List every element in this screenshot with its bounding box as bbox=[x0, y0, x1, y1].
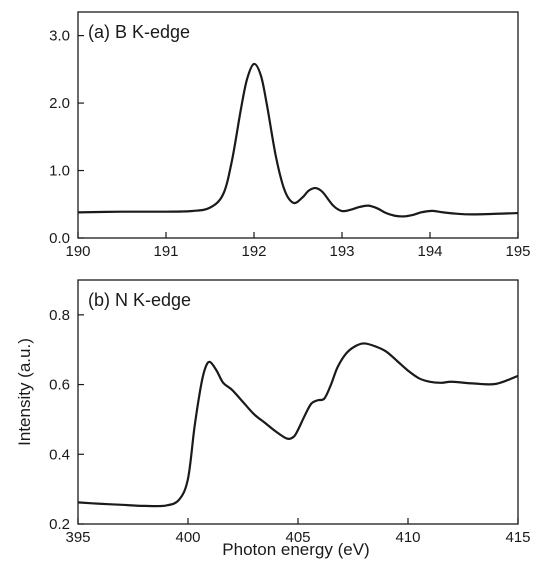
panel-b-y-tick-label: 0.8 bbox=[49, 307, 70, 324]
panel-b-y-tick-label: 0.2 bbox=[49, 516, 70, 533]
panel-a-x-tick-label: 191 bbox=[153, 243, 178, 260]
panel-b-x-tick-label: 405 bbox=[285, 529, 310, 546]
panel-a-series-line bbox=[77, 62, 519, 218]
panel-a-frame bbox=[77, 11, 519, 239]
panel-n-k-edge: 395 400 405 410 415 0.2 0.4 0.6 0.8 (b) N K-edge bbox=[49, 279, 531, 546]
panel-a-y-tick-label: 0.0 bbox=[49, 230, 70, 247]
panel-b-series-line bbox=[77, 342, 519, 508]
panel-a-x-tick-label: 193 bbox=[329, 243, 354, 260]
panel-b-y-tick-label: 0.6 bbox=[49, 377, 70, 394]
panel-a-y-tick-label: 3.0 bbox=[49, 28, 70, 45]
x-axis-label: Photon energy (eV) bbox=[222, 540, 369, 559]
panel-a-title: (a) B K-edge bbox=[88, 22, 190, 42]
panel-a-y-tick-label: 2.0 bbox=[49, 95, 70, 112]
panel-b-frame bbox=[77, 279, 519, 525]
panel-b-y-tick-label: 0.4 bbox=[49, 446, 70, 463]
panel-b-k-edge: 190 191 192 193 194 195 0.0 1.0 2.0 3.0 (a) B K-ed… bbox=[49, 11, 531, 260]
panel-a-x-tick-label: 195 bbox=[505, 243, 530, 260]
panel-a-y-tick-label: 1.0 bbox=[49, 163, 70, 180]
panel-a-x-tick-label: 192 bbox=[241, 243, 266, 260]
panel-b-x-tick-label: 410 bbox=[395, 529, 420, 546]
panel-a-x-tick-label: 190 bbox=[65, 243, 90, 260]
panel-b-x-tick-label: 400 bbox=[175, 529, 200, 546]
panel-a-x-tick-label: 194 bbox=[417, 243, 442, 260]
panel-b-x-tick-label: 395 bbox=[65, 529, 90, 546]
panel-b-x-tick-label: 415 bbox=[505, 529, 530, 546]
panel-b-title: (b) N K-edge bbox=[88, 290, 191, 310]
y-axis-label: Intensity (a.u.) bbox=[15, 338, 34, 446]
